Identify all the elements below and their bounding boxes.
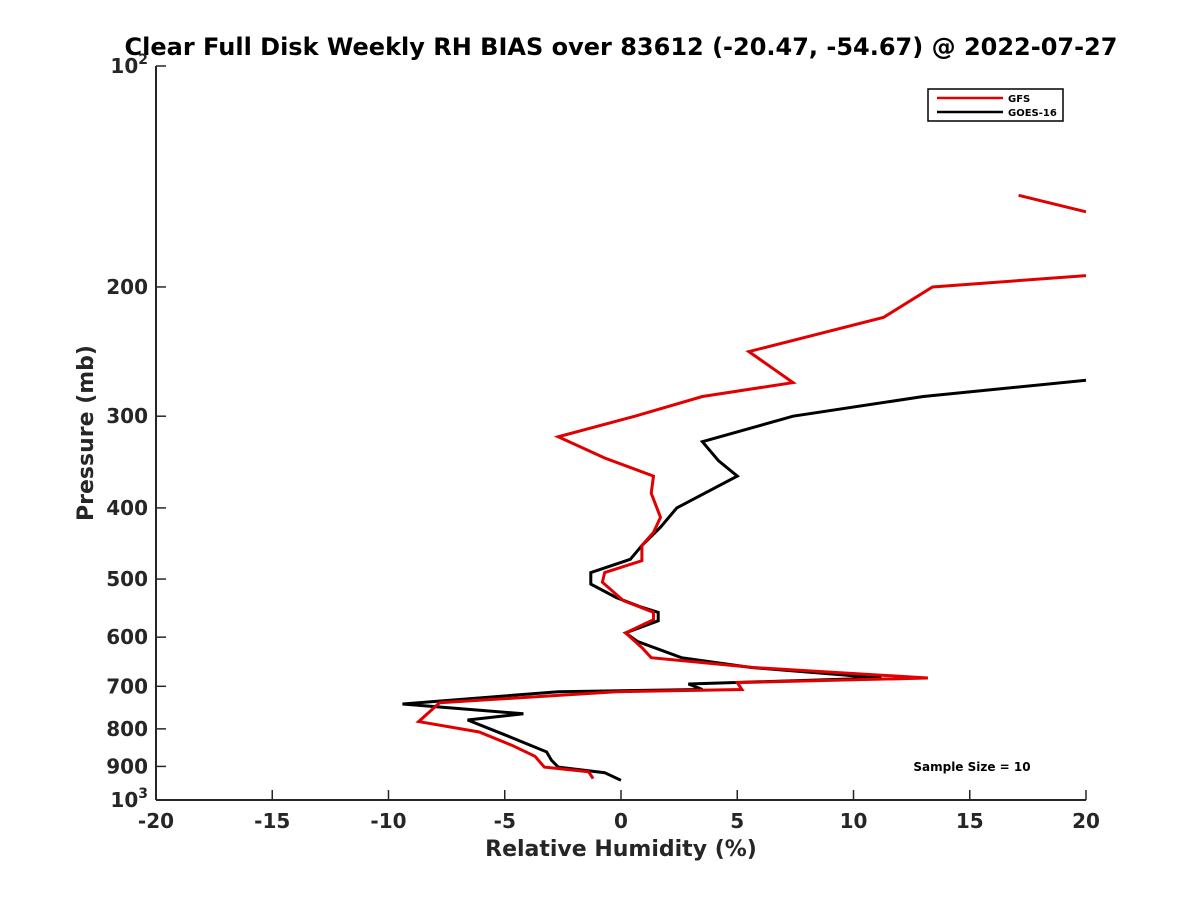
y-tick-label: 900: [106, 754, 148, 778]
legend-label-gfs: GFS: [1008, 94, 1030, 105]
legend: GFS GOES-16: [927, 88, 1064, 122]
plot-area: -20 -15 -10 -5 0 5 10 15 20 102 200 300 400 500 600 70…: [106, 52, 1100, 833]
legend-label-goes-16: GOES-16: [1008, 108, 1057, 119]
y-axis-label: Pressure (mb): [74, 345, 99, 521]
x-tick-label: -20: [138, 809, 174, 833]
x-tick-label: 0: [614, 809, 628, 833]
y-tick-label: 500: [106, 567, 148, 591]
y-tick-label: 200: [106, 275, 148, 299]
y-tick-label: 102: [110, 52, 148, 78]
y-tick-label: 400: [106, 496, 148, 520]
y-tick-label: 300: [106, 404, 148, 428]
x-tick-label: 20: [1072, 809, 1100, 833]
sample-size-note: Sample Size = 10: [913, 760, 1030, 774]
x-tick-label: 10: [840, 809, 868, 833]
x-tick-label: -15: [254, 809, 290, 833]
x-ticks: -20 -15 -10 -5 0 5 10 15 20: [138, 790, 1100, 833]
series-layer: [402, 193, 1087, 782]
series-line-gfs: [1018, 193, 1087, 214]
y-ticks: 102 200 300 400 500 600 700 800 900 103: [106, 52, 166, 812]
x-tick-label: -10: [370, 809, 406, 833]
x-axis-label: Relative Humidity (%): [485, 837, 757, 862]
y-tick-label: 103: [110, 786, 148, 812]
y-tick-label: 800: [106, 717, 148, 741]
legend-box: [927, 88, 1064, 122]
chart-title: Clear Full Disk Weekly RH BIAS over 8361…: [125, 33, 1118, 61]
y-tick-label: 600: [106, 625, 148, 649]
x-tick-label: -5: [494, 809, 516, 833]
x-tick-label: 15: [956, 809, 984, 833]
y-tick-label: 700: [106, 674, 148, 698]
x-tick-label: 5: [730, 809, 744, 833]
series-line-gfs: [415, 274, 1087, 780]
